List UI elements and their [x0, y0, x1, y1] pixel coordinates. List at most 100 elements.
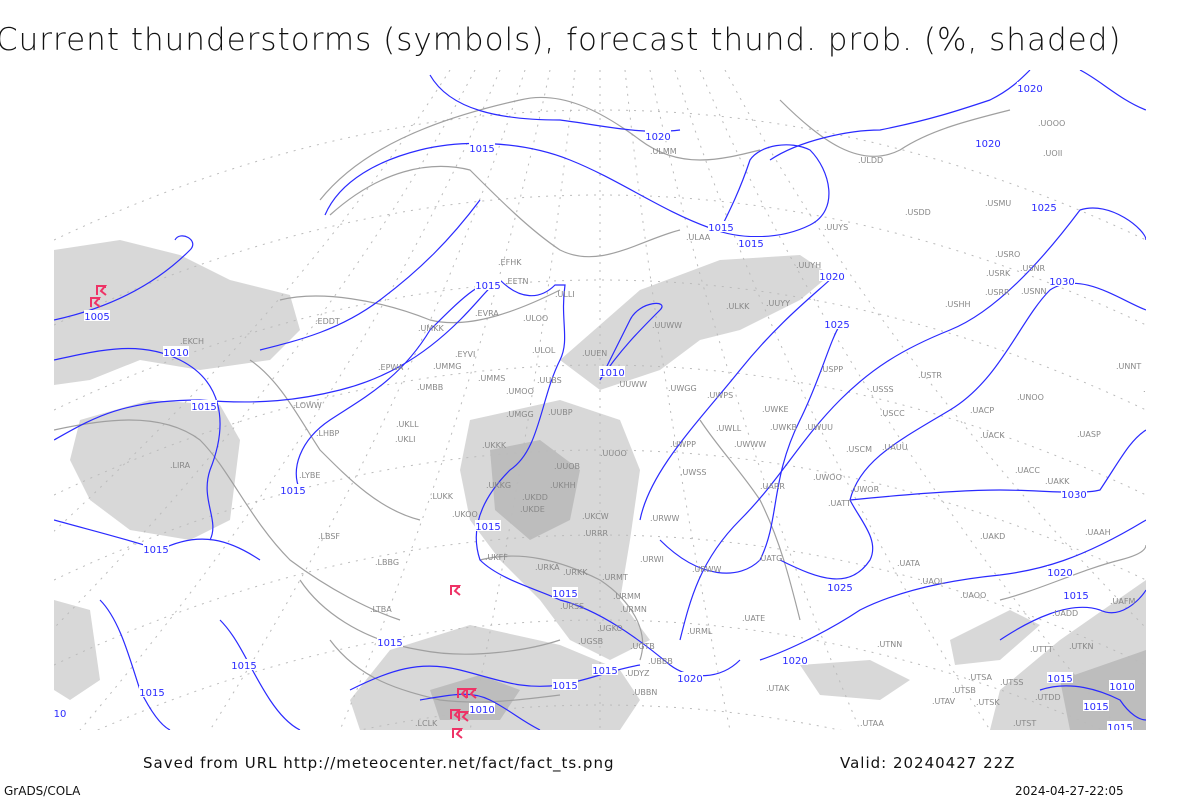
- isobar-label-bg: [475, 279, 501, 290]
- isobar-line: [849, 429, 1146, 501]
- isobar-label: 1020: [677, 674, 702, 685]
- isobar-line: [349, 664, 641, 691]
- isobar-label: 1020: [645, 132, 670, 143]
- isobar-line: [679, 207, 1146, 641]
- station-label: .UWLL: [716, 424, 742, 433]
- station-label: .ULOO: [523, 314, 548, 323]
- isobar-label-bg: [1017, 82, 1043, 93]
- isobar-line: [759, 519, 1146, 661]
- station-label: .ULDD: [858, 156, 883, 165]
- isobar-label: 1015: [1063, 591, 1088, 602]
- station-label: .UKCW: [582, 512, 609, 521]
- station-label: .USNR: [1020, 264, 1045, 273]
- station-label: .EVRA: [475, 309, 499, 318]
- station-label: .UUBS: [537, 376, 562, 385]
- station-label: .UKHH: [550, 481, 576, 490]
- station-label: .URMM: [613, 592, 641, 601]
- station-label: .ULMM: [650, 147, 677, 156]
- isobar-label-bg: [1063, 589, 1089, 600]
- station-label: .UATG: [758, 554, 782, 563]
- station-label: .UTTT: [1030, 645, 1053, 654]
- station-label: .UWPP: [670, 440, 696, 449]
- station-label: .UNBB: [1143, 385, 1168, 394]
- isobar-label: 1020: [975, 139, 1000, 150]
- isobar-label-bg: [54, 707, 73, 718]
- probability-shade-area: [54, 600, 100, 700]
- station-label: .ULLI: [555, 290, 575, 299]
- station-label: .UAFM: [1110, 597, 1135, 606]
- station-label: .UTSS: [1000, 678, 1023, 687]
- thunderstorm-icon: [466, 688, 478, 699]
- isobar-label-bg: [1047, 672, 1073, 683]
- valid-time: Valid: 20240427 22Z: [840, 754, 1016, 772]
- isobar-label: 1010: [599, 368, 624, 379]
- station-label: .LUKK: [430, 492, 454, 501]
- isobar-label-bg: [469, 142, 495, 153]
- isobar-label-bg: [599, 366, 625, 377]
- station-label: .UKDD: [522, 493, 548, 502]
- isobar-label: 1015: [191, 402, 216, 413]
- station-label: .ULAA: [686, 233, 711, 242]
- station-label: .ULKK: [726, 302, 750, 311]
- station-label: .UWKE: [762, 405, 789, 414]
- isobar-label-bg: [475, 520, 501, 531]
- station-label: .UMOO: [506, 387, 534, 396]
- station-label: .UADD: [1052, 609, 1078, 618]
- station-label: .UKLL: [396, 420, 419, 429]
- station-label: .UKFF: [485, 553, 508, 562]
- station-label: .EETN: [505, 277, 529, 286]
- isobar-line: [599, 302, 663, 381]
- station-label: .UKLI: [395, 435, 415, 444]
- isobar-label: 1020: [782, 656, 807, 667]
- isobar-line: [99, 599, 171, 730]
- station-label: .USMU: [985, 199, 1011, 208]
- isobar-line: [639, 274, 836, 521]
- coastline: [299, 579, 561, 655]
- thunderstorm-icon: [450, 585, 462, 596]
- station-label: .UGTB: [630, 642, 655, 651]
- isobar-label-bg: [469, 703, 495, 714]
- isobar-label-bg: [552, 587, 578, 598]
- station-label: .EDDT: [315, 317, 340, 326]
- station-label: .URWI: [640, 555, 664, 564]
- generated-timestamp: 2024-04-27-22:05: [1015, 784, 1124, 798]
- isobar-label-bg: [975, 137, 1001, 148]
- station-labels: .EFHK .EETN .ULLI .EVRA .ULOO .ULOL .EYVI .UMKK…: [170, 119, 1168, 728]
- station-label: .LYBE: [299, 471, 320, 480]
- station-label: .UUWW: [652, 321, 682, 330]
- saved-from-url: Saved from URL http://meteocenter.net/fa…: [143, 754, 615, 772]
- station-label: .USRR: [985, 288, 1010, 297]
- station-label: .URSS: [560, 602, 584, 611]
- station-label: .UASP: [1077, 430, 1101, 439]
- probability-shade-area: [70, 400, 240, 540]
- coastline: [319, 96, 761, 201]
- station-label: .UNOO: [1017, 393, 1044, 402]
- isobar-label: 1020: [1017, 84, 1042, 95]
- station-label: .LOWW: [293, 401, 322, 410]
- station-label: .UUYY: [766, 299, 790, 308]
- station-label: .LBBG: [375, 558, 399, 567]
- isobar-label-bg: [677, 672, 703, 683]
- isobar-label: 1015: [377, 638, 402, 649]
- isobar-label-bg: [377, 636, 403, 647]
- station-label: .UTST: [1013, 719, 1036, 728]
- station-label: .UATA: [897, 559, 921, 568]
- isobar-label: 1025: [827, 583, 852, 594]
- station-label: .UWWW: [734, 440, 766, 449]
- coastline: [279, 289, 561, 324]
- station-label: .LTBA: [370, 605, 392, 614]
- isobar-label-bg: [1031, 201, 1057, 212]
- isobar-line: [259, 199, 481, 351]
- isobar-label: 1015: [708, 223, 733, 234]
- station-label: .UKKG: [486, 481, 511, 490]
- isobar-label: 1015: [1107, 723, 1132, 734]
- probability-shade-area: [560, 255, 830, 390]
- station-label: .UTAK: [766, 684, 790, 693]
- station-label: .URKK: [563, 568, 588, 577]
- isobar-label: 1015: [475, 281, 500, 292]
- probability-shade-area: [350, 625, 640, 730]
- isobar-label: 1010: [163, 348, 188, 359]
- station-label: .LHBP: [316, 429, 340, 438]
- isobar-label-bg: [1107, 721, 1133, 730]
- isobar-label-bg: [163, 346, 189, 357]
